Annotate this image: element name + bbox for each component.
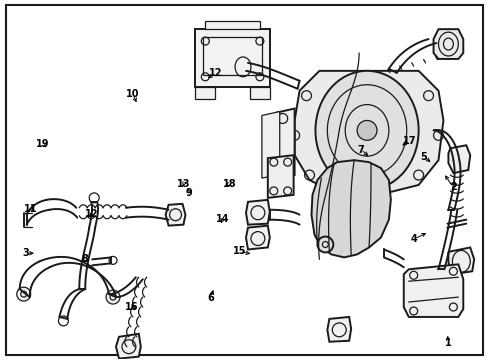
- Ellipse shape: [315, 71, 418, 190]
- Polygon shape: [195, 87, 215, 99]
- Bar: [203, 37, 262, 75]
- Text: 16: 16: [125, 302, 139, 312]
- Text: 3: 3: [23, 248, 29, 258]
- Ellipse shape: [356, 121, 376, 140]
- Polygon shape: [205, 21, 259, 29]
- Polygon shape: [326, 317, 350, 342]
- Polygon shape: [294, 71, 443, 195]
- Text: 6: 6: [207, 293, 213, 303]
- Text: 15: 15: [232, 247, 246, 256]
- Polygon shape: [311, 160, 390, 257]
- Text: 12: 12: [208, 68, 222, 78]
- Polygon shape: [245, 200, 269, 225]
- Text: 17: 17: [402, 136, 415, 146]
- Text: 12: 12: [85, 209, 98, 219]
- Text: 18: 18: [223, 179, 236, 189]
- Polygon shape: [276, 109, 294, 178]
- Polygon shape: [267, 155, 293, 198]
- Polygon shape: [195, 29, 269, 87]
- Text: 13: 13: [177, 179, 190, 189]
- Polygon shape: [165, 204, 185, 226]
- Polygon shape: [447, 145, 469, 173]
- Text: 14: 14: [216, 214, 229, 224]
- Circle shape: [106, 290, 120, 304]
- Text: 8: 8: [81, 253, 88, 264]
- Text: 1: 1: [444, 338, 451, 347]
- Circle shape: [317, 237, 333, 252]
- Text: 4: 4: [410, 234, 417, 244]
- Polygon shape: [262, 112, 279, 178]
- Text: 11: 11: [24, 203, 38, 213]
- Polygon shape: [433, 29, 462, 59]
- Text: 10: 10: [126, 89, 140, 99]
- Polygon shape: [116, 334, 141, 359]
- Polygon shape: [447, 247, 473, 274]
- Text: 5: 5: [420, 152, 427, 162]
- Polygon shape: [249, 87, 269, 99]
- Text: 7: 7: [357, 145, 364, 155]
- Text: 9: 9: [185, 188, 192, 198]
- Text: 19: 19: [36, 139, 50, 149]
- Circle shape: [17, 287, 31, 301]
- Text: 2: 2: [449, 182, 456, 192]
- Polygon shape: [403, 264, 462, 317]
- Polygon shape: [245, 226, 269, 249]
